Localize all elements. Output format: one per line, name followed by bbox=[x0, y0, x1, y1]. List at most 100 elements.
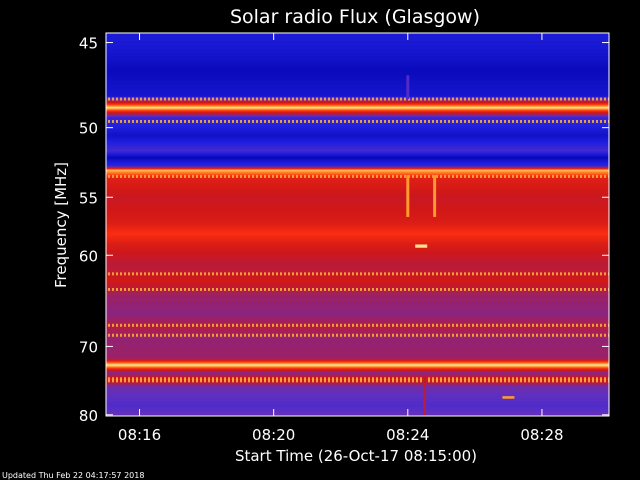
spectrum-stripe bbox=[106, 70, 609, 72]
spectrum-stripe bbox=[106, 250, 609, 253]
radio-burst bbox=[415, 244, 428, 248]
spectrum-stripe bbox=[106, 90, 609, 93]
spectrum-stripe bbox=[106, 368, 609, 371]
spectrum-stripe bbox=[106, 182, 609, 185]
spectrum-stripe bbox=[106, 225, 609, 228]
spectrum-stripe bbox=[106, 196, 609, 198]
spectrum-stripe bbox=[106, 253, 609, 256]
spectrum-stripe bbox=[106, 189, 609, 192]
spectrum-stripe bbox=[106, 257, 609, 260]
spectrum-stripe bbox=[106, 107, 609, 109]
spectrum-stripe bbox=[106, 372, 609, 375]
chart-title: Solar radio Flux (Glasgow) bbox=[230, 6, 480, 28]
spectrum-stripe bbox=[106, 402, 609, 405]
spectrum-stripe bbox=[106, 371, 609, 374]
y-tick-label: 70 bbox=[79, 338, 98, 356]
spectrum-stripe bbox=[106, 396, 609, 398]
spectrum-stripe bbox=[106, 369, 609, 372]
spectrum-stripe bbox=[106, 274, 609, 277]
spectrum-stripe bbox=[106, 367, 609, 370]
spectrum-stripe bbox=[106, 408, 609, 411]
spectrum-stripe bbox=[106, 230, 609, 232]
spectrum-stripe bbox=[106, 252, 609, 255]
spectrum-stripe bbox=[106, 387, 609, 389]
spectrum-stripe bbox=[106, 359, 609, 362]
spectrum-stripe bbox=[106, 111, 609, 113]
plot-area bbox=[106, 33, 609, 416]
spectrum-stripe bbox=[106, 213, 609, 216]
spectrum-stripe bbox=[106, 241, 609, 244]
spectrum-stripe bbox=[106, 77, 609, 80]
spectrum-stripe bbox=[106, 136, 609, 138]
spectrum-stripe bbox=[106, 394, 609, 396]
spectrum-stripe bbox=[106, 299, 609, 301]
spectrum-stripe bbox=[106, 385, 609, 387]
spectrum-stripe bbox=[106, 203, 609, 205]
spectrum-stripe bbox=[106, 142, 609, 144]
spectrum-stripe bbox=[106, 99, 609, 102]
spectrum-stripe bbox=[106, 302, 609, 304]
interference-line bbox=[106, 287, 609, 291]
spectrum-stripe bbox=[106, 48, 609, 51]
spectrum-stripe bbox=[106, 201, 609, 203]
spectrum-stripe bbox=[106, 223, 609, 226]
spectrum-stripe bbox=[106, 186, 609, 189]
spectrum-stripe bbox=[106, 362, 609, 365]
radio-burst bbox=[406, 175, 410, 217]
spectrum-stripe bbox=[106, 337, 609, 340]
spectrum-stripe bbox=[106, 219, 609, 222]
spectrum-stripe bbox=[106, 141, 609, 143]
spectrum-stripe bbox=[106, 251, 609, 254]
spectrum-stripe bbox=[106, 301, 609, 303]
spectrum-stripe bbox=[106, 178, 609, 181]
spectrum-stripe bbox=[106, 233, 609, 235]
spectrum-stripe bbox=[106, 199, 609, 201]
spectrum-stripe bbox=[106, 154, 609, 156]
spectrum-stripe bbox=[106, 139, 609, 141]
spectrum-stripe bbox=[106, 310, 609, 312]
spectrum-stripe bbox=[106, 327, 609, 329]
spectrum-stripe bbox=[106, 170, 609, 173]
spectrum-stripe bbox=[106, 65, 609, 68]
spectrum-stripe bbox=[106, 110, 609, 112]
y-tick-label: 45 bbox=[79, 35, 98, 53]
spectrum-stripe bbox=[106, 342, 609, 345]
spectrum-stripe bbox=[106, 386, 609, 388]
spectrum-stripe bbox=[106, 243, 609, 246]
spectrum-stripe bbox=[106, 224, 609, 227]
spectrum-stripe bbox=[106, 358, 609, 361]
spectrum-stripe bbox=[106, 361, 609, 364]
spectrum-stripe bbox=[106, 211, 609, 214]
spectrum-stripe bbox=[106, 58, 609, 61]
spectrum-stripe bbox=[106, 349, 609, 352]
spectrum-stripe bbox=[106, 212, 609, 215]
spectrum-stripe bbox=[106, 234, 609, 236]
spectrum-stripe bbox=[106, 222, 609, 225]
spectrum-stripe bbox=[106, 56, 609, 59]
spectrum-stripe bbox=[106, 355, 609, 358]
spectrum-stripe bbox=[106, 398, 609, 400]
interference-line bbox=[106, 119, 609, 123]
spectrum-stripe bbox=[106, 363, 609, 366]
spectrum-stripe bbox=[106, 166, 609, 169]
spectrum-stripe bbox=[106, 185, 609, 188]
x-axis: 08:16 08:20 08:24 08:28 bbox=[118, 33, 564, 444]
spectrum-stripe bbox=[106, 260, 609, 263]
spectrum-stripe bbox=[106, 207, 609, 210]
spectrum-stripe bbox=[106, 75, 609, 78]
spectrum-stripe bbox=[106, 344, 609, 347]
spectrum-stripe bbox=[106, 71, 609, 73]
spectrum-stripe bbox=[106, 159, 609, 161]
spectrum-stripe bbox=[106, 61, 609, 64]
spectrum-stripe bbox=[106, 109, 609, 111]
spectrum-stripe bbox=[106, 227, 609, 230]
spectrum-stripe bbox=[106, 51, 609, 54]
spectrum-stripe bbox=[106, 217, 609, 220]
spectrum-stripe bbox=[106, 151, 609, 154]
spectrum-stripe bbox=[106, 192, 609, 194]
spectrum-stripe bbox=[106, 318, 609, 320]
spectrum-stripe bbox=[106, 150, 609, 153]
spectrum-stripe bbox=[106, 155, 609, 157]
spectrum-stripe bbox=[106, 413, 609, 416]
spectrum-stripe bbox=[106, 276, 609, 279]
